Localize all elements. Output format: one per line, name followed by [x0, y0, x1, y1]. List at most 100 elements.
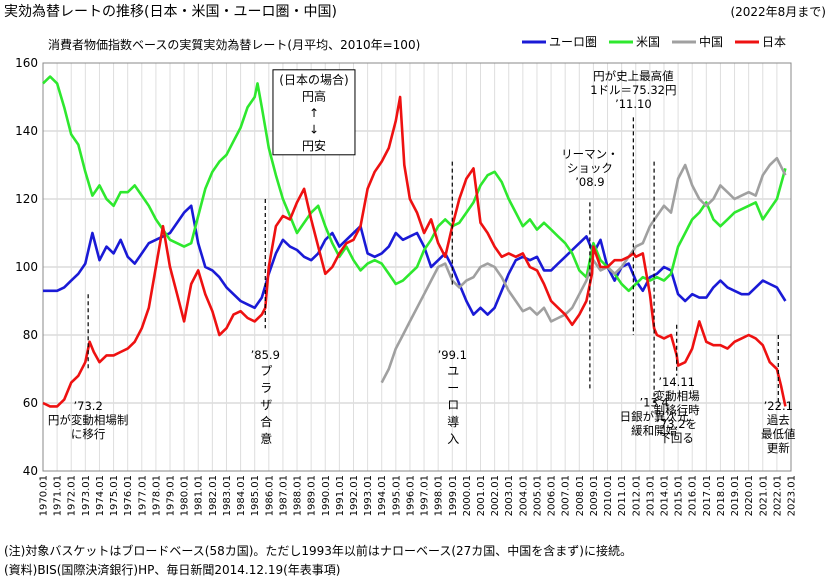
inset-box: [272, 69, 356, 156]
annotation-label: 円が史上最高値: [593, 69, 674, 83]
x-tick-label: 2004.01: [518, 475, 529, 516]
legend: ユーロ圏 米国 中国 日本: [522, 34, 786, 49]
x-tick-label: 2022.01: [772, 475, 783, 516]
annotation-label: 最低値: [761, 427, 796, 441]
x-tick-label: 1984.01: [236, 475, 247, 516]
x-tick-label: 1979.01: [166, 475, 177, 516]
x-tick-label: 1999.01: [448, 475, 459, 516]
legend-label: 中国: [699, 34, 723, 49]
series-line-ユーロ圏: [43, 204, 787, 316]
annotation-label: 変動相場: [654, 389, 700, 403]
y-axis: 40 60 80 100 120 140 160: [15, 56, 38, 478]
annotation-label: ’11.10: [615, 97, 652, 111]
x-tick-label: 2019.01: [730, 475, 741, 516]
annotation-label: ’22.1: [764, 399, 793, 413]
x-tick-label: 1975.01: [109, 475, 120, 516]
x-tick-label: 1989.01: [307, 475, 318, 516]
inset-line: 円安: [302, 138, 326, 153]
annotation-label: 入: [447, 432, 459, 446]
x-tick-label: 1992.01: [349, 475, 360, 516]
x-tick-label: 2013.01: [645, 475, 656, 516]
annotation-label: 1ドル＝75.32円: [590, 83, 676, 97]
x-tick-label: 1981.01: [194, 475, 205, 516]
x-tick-label: 2023.01: [787, 475, 798, 516]
x-tick-label: 2005.01: [532, 475, 543, 516]
x-tick-label: 2011.01: [617, 475, 628, 516]
x-tick-label: 1990.01: [321, 475, 332, 516]
annotation-label: 緩和開始: [631, 423, 677, 437]
x-tick-label: 2021.01: [758, 475, 769, 516]
annotation-label: に移行: [71, 427, 106, 441]
annotation-label: ロ: [447, 398, 459, 412]
x-tick-label: 2006.01: [547, 475, 558, 516]
annotation-label: 更新: [767, 441, 790, 455]
x-tick-label: 2000.01: [462, 475, 473, 516]
y-tick-label: 80: [23, 328, 38, 342]
annotation-label: ’14.11: [658, 375, 695, 389]
x-tick-label: 1983.01: [222, 475, 233, 516]
inset-line: ↓: [309, 122, 319, 136]
x-tick-label: 1977.01: [137, 475, 148, 516]
annotation-label: リーマン・: [561, 147, 619, 161]
annotation-label: ラ: [260, 381, 272, 395]
annotation-label: プ: [260, 364, 272, 378]
x-tick-label: 1980.01: [180, 475, 191, 516]
x-tick-label: 2007.01: [561, 475, 572, 516]
y-tick-label: 120: [15, 192, 38, 206]
footnotes: (注)対象バスケットはブロードベース(58カ国)。ただし1993年以前はナローベ…: [4, 542, 632, 580]
annotation-label: 制移行時: [654, 403, 700, 417]
annotation-label: ’73.2を: [656, 417, 697, 431]
y-tick-label: 40: [23, 464, 38, 478]
x-tick-label: 1993.01: [363, 475, 374, 516]
footnote-source: (資料)BIS(国際決済銀行)HP、毎日新聞2014.12.19(年表事項): [4, 563, 341, 577]
series-line-米国: [42, 75, 787, 293]
y-tick-label: 140: [15, 124, 38, 138]
x-tick-label: 2010.01: [603, 475, 614, 516]
x-tick-label: 1976.01: [123, 475, 134, 516]
x-tick-label: 2002.01: [490, 475, 501, 516]
annotation-label: ’08.9: [575, 175, 604, 189]
x-tick-label: 1974.01: [95, 475, 106, 516]
chart-subtitle: 消費者物価指数ベースの実質実効為替レート(月平均、2010年=100): [48, 38, 421, 52]
annotation-label: ザ: [260, 398, 272, 412]
annotation-label: 導: [447, 415, 459, 429]
annotation-label: 円が変動相場制: [48, 413, 129, 427]
legend-label: 日本: [762, 35, 786, 49]
x-tick-label: 1970.01: [39, 475, 50, 516]
series-line-日本: [42, 95, 787, 408]
x-tick-label: 2015.01: [674, 475, 685, 516]
x-tick-label: 2009.01: [589, 475, 600, 516]
annotation-label: ’99.1: [438, 348, 467, 362]
x-tick-label: 2001.01: [476, 475, 487, 516]
y-tick-label: 160: [15, 56, 38, 70]
y-tick-label: 100: [15, 260, 38, 274]
annotation-label: ー: [447, 381, 459, 395]
x-tick-label: 2014.01: [659, 475, 670, 516]
chart-title: 実効為替レートの推移(日本・米国・ユーロ圏・中国): [4, 4, 337, 20]
inset-line: (日本の場合): [279, 72, 348, 87]
annotation-label: ユ: [447, 364, 459, 378]
annotation-label: 下回る: [659, 431, 694, 445]
x-tick-label: 1985.01: [250, 475, 261, 516]
annotation-label: 日銀が異次元: [620, 409, 689, 423]
x-axis: 1970.01 1971.01 1972.01 1973.01 1974.01 1975.…: [39, 475, 798, 516]
series-layer: [42, 75, 787, 408]
x-tick-label: 1994.01: [377, 475, 388, 516]
legend-label: ユーロ圏: [549, 35, 597, 49]
x-tick-label: 2008.01: [575, 475, 586, 516]
x-tick-label: 2012.01: [631, 475, 642, 516]
inset-line: 円高: [302, 88, 326, 103]
x-tick-label: 1988.01: [293, 475, 304, 516]
footnote-basket: (注)対象バスケットはブロードベース(58カ国)。ただし1993年以前はナローベ…: [4, 544, 632, 558]
annotation-label: ’73.2: [74, 399, 103, 413]
x-tick-label: 1991.01: [335, 475, 346, 516]
exchange-rate-chart: 40 60 80 100 120 140 160 1970.01 1971.01 1972.01…: [15, 34, 798, 516]
x-tick-label: 1972.01: [67, 475, 78, 516]
annotation-label: ’85.9: [251, 348, 280, 362]
x-tick-label: 1986.01: [264, 475, 275, 516]
annotation-label: ショック: [567, 161, 613, 175]
x-tick-label: 2020.01: [744, 475, 755, 516]
annotation-label: 過去: [767, 413, 790, 427]
annotation-label: ’13.4: [639, 395, 668, 409]
x-tick-label: 2016.01: [688, 475, 699, 516]
